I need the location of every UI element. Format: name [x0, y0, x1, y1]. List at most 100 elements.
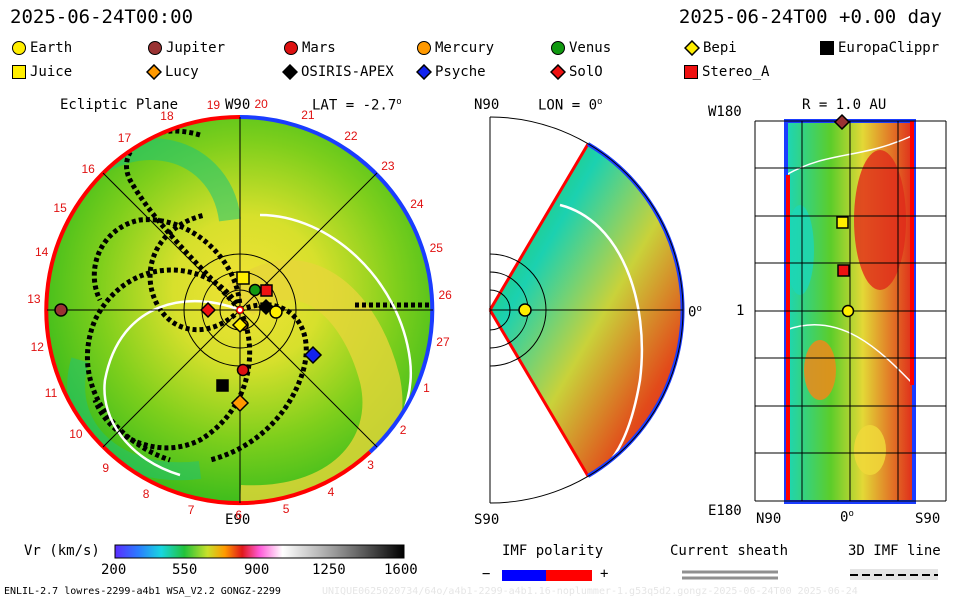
rotation-tick-label: 21 [301, 107, 315, 122]
earth-marker [269, 305, 283, 319]
legend-label: SolO [569, 64, 603, 80]
panel3-x-right: S90 [915, 511, 941, 527]
earth-marker-meridional [518, 303, 532, 317]
rotation-tick-label: 23 [381, 158, 395, 173]
panel1-bodies [54, 271, 323, 413]
panel3-x-mid: 0o [840, 509, 854, 526]
rotation-tick-label: 25 [429, 240, 443, 255]
stereo-a-marker [260, 284, 273, 297]
legend-label: Bepi [703, 40, 737, 56]
rotation-tick-label: 4 [327, 485, 335, 499]
legend-label: Stereo_A [702, 64, 770, 80]
panel1-top-label: W90 [225, 97, 251, 113]
juice-marker-icon [12, 65, 26, 79]
rotation-tick-label: 9 [102, 461, 110, 476]
legend-label: Venus [569, 40, 612, 56]
legend-juice: Juice [12, 64, 72, 80]
solo-marker [199, 301, 217, 319]
rotation-tick-label: 12 [30, 340, 44, 355]
psyche-marker-icon [416, 64, 432, 80]
rotation-tick-label: 17 [117, 131, 132, 146]
panel1-bottom-label: E90 [225, 512, 251, 528]
legend-solo: SolO [550, 64, 603, 80]
imf-negative-bar [502, 570, 546, 581]
rotation-tick-label: 20 [254, 97, 268, 112]
legend-label: Jupiter [166, 40, 226, 56]
rotation-tick-label: 15 [53, 201, 67, 216]
panel2-top-label: N90 [474, 97, 500, 113]
header-time-left: 2025-06-24T00:00 [10, 6, 194, 28]
rotation-tick-label: 3 [367, 458, 374, 473]
rotation-tick-label: 8 [142, 487, 150, 502]
earth-marker-map [841, 304, 855, 318]
osiris-apex-marker-icon [282, 64, 298, 80]
jupiter-marker [54, 303, 68, 317]
legend-lucy: Lucy [146, 64, 199, 80]
panel1-title: Ecliptic Plane [60, 97, 179, 113]
legend-earth: Earth [12, 40, 72, 56]
earth-marker-icon [12, 41, 26, 55]
venus-marker [248, 283, 262, 297]
colorbar-tick-1250: 1250 [312, 562, 346, 578]
footer-left: ENLIL-2.7 lowres-2299-a4b1 WSA_V2.2 GONG… [4, 586, 281, 597]
rotation-tick-label: 27 [436, 335, 450, 350]
mars-marker [236, 363, 250, 377]
rotation-tick-label: 10 [69, 426, 83, 441]
legend-bepi: Bepi [684, 40, 737, 56]
legend-osiris-apex: OSIRIS-APEX [282, 64, 394, 80]
colorbar-label: Vr (km/s) [24, 543, 100, 559]
stereo-a-marker-icon [684, 65, 698, 79]
rotation-tick-label: 16 [81, 162, 95, 177]
legend-psyche: Psyche [416, 64, 486, 80]
current-sheath-label: Current sheath [670, 543, 789, 559]
legend-label: Juice [30, 64, 73, 80]
lon-value: LON = 0 [538, 97, 598, 114]
rotation-tick-label: 6 [235, 508, 243, 522]
colorbar-tick-900: 900 [244, 562, 270, 578]
lat-value: LAT = -2.7 [312, 97, 397, 114]
rotation-tick-label: 18 [160, 109, 174, 124]
meridional-wedge [488, 116, 685, 504]
panel1-lat-label: LAT = -2.7o [312, 97, 402, 114]
stereo-a-marker-map [837, 264, 850, 277]
zero-lat: 0 [840, 509, 849, 526]
lucy-marker-icon [146, 64, 162, 80]
imf-polarity-label: IMF polarity [502, 543, 604, 559]
panel3-x-left: N90 [756, 511, 782, 527]
jupiter-marker-map [833, 113, 851, 131]
rotation-tick-label: 26 [438, 287, 452, 302]
legend-mercury: Mercury [417, 40, 494, 56]
header-time-right: 2025-06-24T00 +0.00 day [678, 6, 942, 28]
colorbar [114, 544, 405, 559]
panel3-mid-left: 1 [736, 303, 745, 319]
legend-label: OSIRIS-APEX [301, 64, 394, 80]
panel3-bottom-left: E180 [708, 503, 742, 519]
europaclipper-marker [216, 379, 229, 392]
imf-plus-label: + [600, 566, 609, 582]
panel2-right-label: 0o [688, 304, 702, 321]
imf-positive-bar [546, 570, 592, 581]
legend-label: Psyche [435, 64, 486, 80]
imf-minus-label: − [482, 566, 491, 582]
panel2-bottom-label: S90 [474, 512, 500, 528]
panel3-top-left: W180 [708, 104, 742, 120]
colorbar-tick-200: 200 [101, 562, 127, 578]
rotation-tick-label: 11 [44, 385, 58, 400]
panel2-lon-label: LON = 0o [538, 97, 603, 114]
juice-marker [236, 271, 250, 285]
imf3d-label: 3D IMF line [848, 543, 941, 559]
rotation-tick-label: 13 [27, 292, 41, 307]
legend-europaclipper: EuropaClippr [820, 40, 939, 56]
rotation-tick-label: 7 [187, 503, 195, 517]
sun-marker [236, 306, 244, 314]
rotation-tick-label: 14 [35, 245, 49, 260]
legend-venus: Venus [551, 40, 611, 56]
bepi-marker [231, 316, 249, 334]
rotation-tick-label: 1 [423, 381, 430, 396]
legend-label: Mercury [435, 40, 495, 56]
legend-label: Mars [302, 40, 336, 56]
mars-marker-icon [284, 41, 298, 55]
colorbar-tick-550: 550 [172, 562, 198, 578]
